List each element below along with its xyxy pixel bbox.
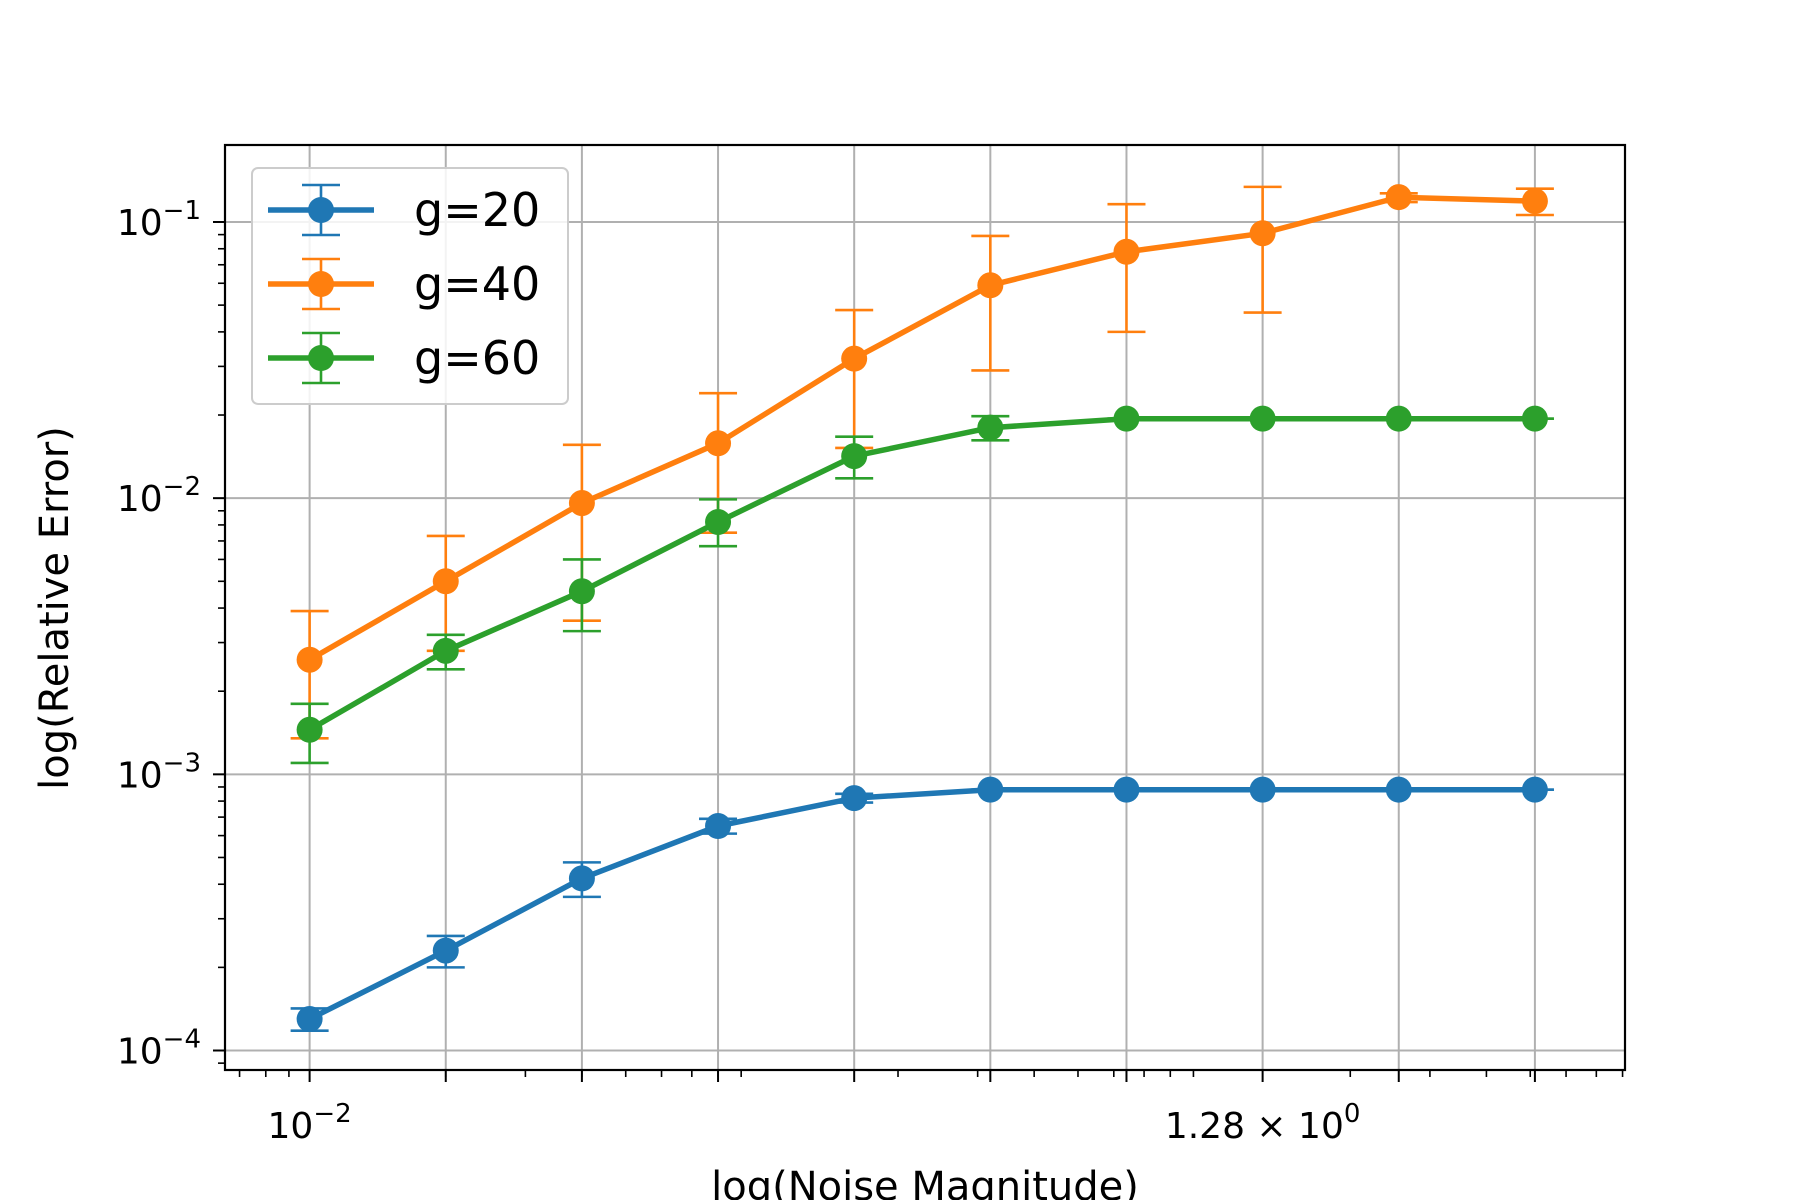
data-point [841,443,868,470]
x-tick-label-exponent: 0 [1344,1099,1361,1129]
data-point [977,414,1004,441]
legend-entry: g=40 [268,257,540,311]
data-point [977,272,1004,299]
y-axis-label: log(Relative Error) [32,426,78,790]
data-point [1249,405,1276,432]
x-tick-label: 1.28 × 100 [1165,1099,1361,1147]
series-line [308,194,1535,663]
data-point [1113,405,1140,432]
legend-label: g=60 [414,331,540,385]
data-point [705,813,732,840]
data-point [705,430,732,457]
x-tick-label-exponent: −2 [313,1099,351,1129]
series-g=20 [290,776,1554,1033]
data-point [1113,776,1140,803]
data-point [1521,188,1548,215]
data-point [1521,776,1548,803]
legend-marker [308,345,334,371]
data-point [1521,405,1548,432]
series-line [308,415,1535,733]
data-point [977,776,1004,803]
data-point [1385,184,1412,211]
y-tick-label-exponent: −3 [163,748,201,778]
series-g=60 [290,405,1554,765]
series-layer [290,184,1554,1033]
data-point [705,508,732,535]
y-tick-label-base: 10 [117,479,163,520]
x-tick-label-base: 1.28 × 10 [1165,1106,1344,1147]
data-point [432,937,459,964]
data-point [568,490,595,517]
series-g=40 [290,184,1554,740]
data-point [296,1006,323,1033]
data-point [841,785,868,812]
y-tick-label-exponent: −2 [163,472,201,502]
x-tick-label: 10−2 [268,1099,352,1147]
legend-marker [308,271,334,297]
y-tick-label: 10−3 [117,748,201,796]
y-tick-label-exponent: −4 [163,1025,201,1055]
x-tick-label-base: 10 [268,1106,314,1147]
data-point [1249,220,1276,247]
legend-label: g=20 [414,183,540,237]
legend-entry: g=20 [268,183,540,237]
ticks [213,220,1624,1082]
data-point [568,865,595,892]
legend-entries: g=20 g=40 g=60 [268,183,540,385]
data-point [296,646,323,673]
data-point [1385,776,1412,803]
y-tick-label: 10−4 [117,1025,201,1073]
data-point [1113,238,1140,265]
y-tick-label-exponent: −1 [163,196,201,226]
data-point [432,637,459,664]
data-point [296,716,323,743]
y-tick-label-base: 10 [117,1032,163,1073]
series-line [308,786,1535,1022]
x-axis-label: log(Noise Magnitude) [711,1164,1139,1200]
y-tick-label-base: 10 [117,203,163,244]
legend-marker [308,197,334,223]
y-tick-label: 10−1 [117,196,201,244]
data-point [568,578,595,605]
y-tick-label-base: 10 [117,755,163,796]
data-point [1249,776,1276,803]
y-tick-label: 10−2 [117,472,201,520]
legend: g=20 g=40 g=60 [251,167,569,405]
data-point [841,345,868,372]
data-point [1385,405,1412,432]
legend-label: g=40 [414,257,540,311]
data-point [432,568,459,595]
legend-box [251,167,569,405]
legend-entry: g=60 [268,331,540,385]
